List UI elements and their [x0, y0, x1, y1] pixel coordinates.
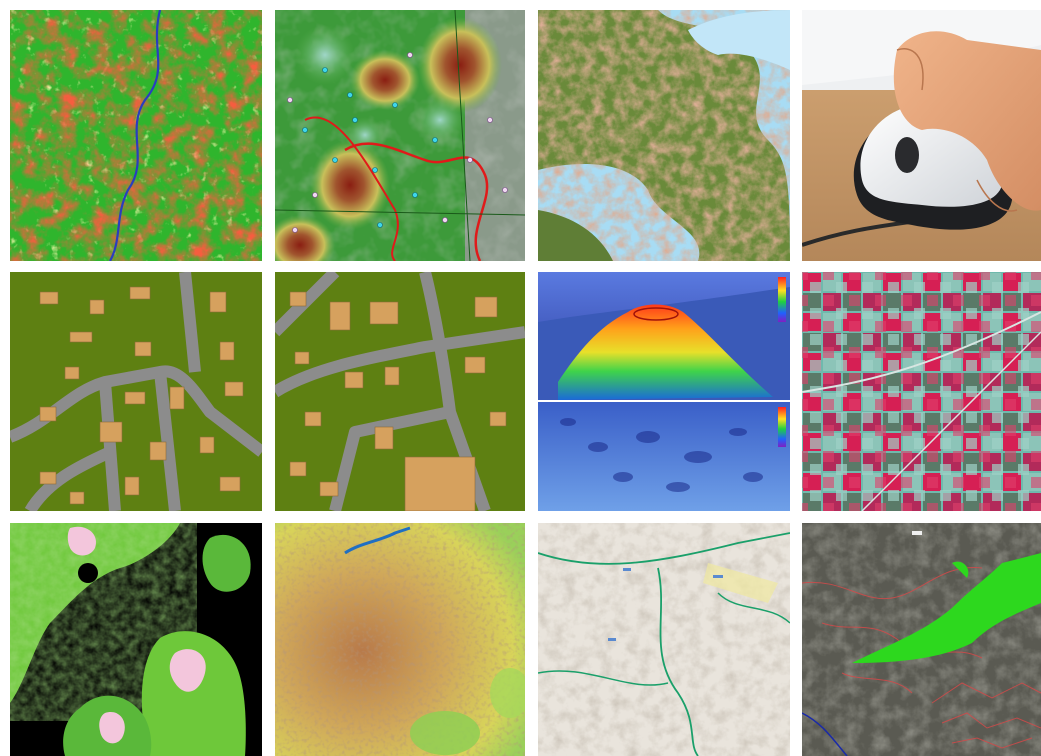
tile-elevation-city-overlay: [275, 523, 525, 756]
tile-contour-heatmap-terrain: [275, 10, 525, 261]
tile-3d-bathymetry: [538, 272, 790, 511]
tile-building-footprints-a: [10, 272, 262, 511]
tile-infrared-agricultural-fields: [802, 272, 1041, 511]
tile-terrain-with-roads-and-forest: [802, 523, 1041, 756]
tile-satellite-vegetation-lakes: [10, 523, 262, 756]
tile-land-cover-classification: [10, 10, 262, 261]
tile-building-footprints-b: [275, 272, 525, 511]
tile-hand-on-computer-mouse: [802, 10, 1041, 261]
tile-topographic-hillshade-map: [538, 523, 790, 756]
tile-satellite-coastline: [538, 10, 790, 261]
